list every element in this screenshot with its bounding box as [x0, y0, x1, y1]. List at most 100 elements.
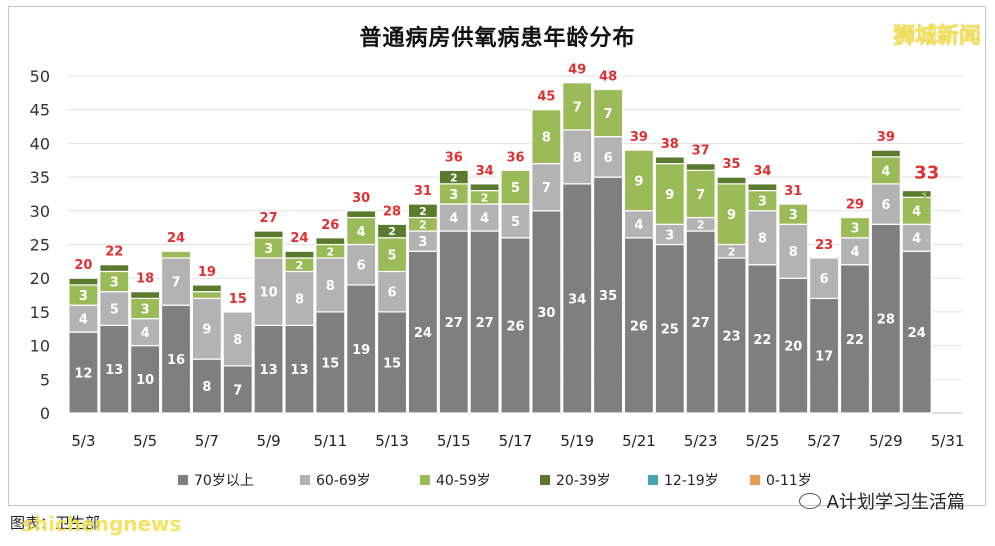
y-tick-label: 30: [30, 202, 50, 221]
data-label: 15: [383, 356, 401, 371]
bar-segment: [407, 250, 439, 414]
data-label: 4: [850, 245, 859, 260]
data-label: 13: [290, 363, 308, 378]
data-label: 6: [388, 286, 397, 301]
data-label: 23: [722, 329, 740, 344]
legend-swatch: [178, 475, 188, 485]
legend-label: 20-39岁: [556, 473, 611, 489]
data-label: 5: [511, 181, 520, 196]
data-label: 10: [260, 286, 278, 301]
data-label: 6: [881, 198, 890, 213]
data-label: 3: [850, 222, 859, 237]
bar-segment: [901, 189, 932, 198]
data-label: 4: [357, 225, 366, 240]
bar-segment: [747, 183, 778, 192]
bar-segment: [315, 237, 346, 246]
legend-swatch: [420, 475, 430, 485]
data-label: 7: [233, 383, 242, 398]
bar-segment: [716, 257, 747, 414]
bar-segment: [870, 156, 901, 185]
bar-segment: [562, 82, 593, 131]
data-label: 2: [326, 245, 334, 258]
legend-item: 20-39岁: [540, 470, 611, 490]
bar-segment: [438, 169, 469, 185]
bar-segment: [438, 230, 469, 414]
data-label: 3: [449, 188, 458, 203]
data-label: 7: [573, 100, 582, 115]
bar-segment: [68, 331, 99, 414]
total-label: 48: [599, 69, 617, 84]
x-tick-label: 5/31: [931, 432, 965, 450]
data-label: 8: [233, 333, 242, 348]
data-label: 7: [542, 181, 551, 196]
total-label: 27: [260, 211, 278, 226]
data-label: 6: [604, 151, 613, 166]
bar-segment: [654, 163, 685, 225]
data-label: 8: [542, 131, 551, 146]
total-label: 49: [568, 63, 586, 78]
bar-segment: [778, 277, 809, 414]
bar-segment: [376, 311, 408, 414]
data-label: 28: [877, 313, 895, 328]
bar-segment: [500, 169, 531, 205]
bar-segment: [870, 183, 901, 225]
data-label: 22: [753, 333, 771, 348]
bar-segment: [130, 318, 161, 347]
legend-item: 70岁以上: [178, 470, 254, 490]
bar-segment: [191, 284, 222, 293]
data-label: 26: [506, 319, 524, 334]
x-tick-label: 5/23: [684, 432, 718, 450]
x-tick-label: 5/19: [560, 432, 594, 450]
x-tick-label: 5/17: [499, 432, 533, 450]
total-label: 37: [692, 144, 710, 159]
chart-title: 普通病房供氧病患年龄分布: [359, 26, 636, 51]
legend-swatch: [750, 475, 760, 485]
total-label: 26: [321, 218, 339, 233]
total-label: 30: [352, 191, 370, 206]
legend-swatch: [300, 475, 310, 485]
data-label: 8: [326, 279, 335, 294]
bar-segment: [469, 203, 500, 232]
bar-segment: [253, 230, 284, 239]
data-label: 5: [110, 302, 119, 317]
wechat-icon: [798, 493, 821, 509]
legend-item: 60-69岁: [300, 470, 371, 490]
bar-segment: [716, 183, 747, 246]
bar-segment: [623, 149, 655, 212]
bar-segment: [531, 210, 562, 414]
data-label: 2: [296, 259, 304, 272]
data-label: 7: [604, 107, 613, 122]
bar-segment: [562, 183, 593, 414]
bar-segment: [901, 250, 932, 414]
bar-segment: [376, 223, 408, 239]
y-tick-label: 10: [30, 337, 50, 356]
data-label: 27: [476, 316, 494, 331]
data-label: 27: [445, 316, 463, 331]
x-tick-label: 5/15: [437, 432, 471, 450]
total-label: 28: [383, 204, 401, 219]
bar-segment: [222, 311, 253, 367]
data-label: 3: [110, 276, 119, 291]
total-label: 45: [537, 90, 555, 105]
data-label: 3: [141, 302, 150, 317]
bar-segment: [407, 203, 439, 219]
bar-segment: [99, 291, 130, 326]
bar-segment: [160, 257, 192, 306]
bar-segment: [592, 88, 624, 138]
bar-segment: [469, 183, 500, 192]
data-label: 8: [573, 151, 582, 166]
data-label: 3: [418, 235, 427, 250]
bar-segment: [839, 264, 871, 414]
legend-item: 40-59岁: [420, 470, 491, 490]
bar-segment: [160, 250, 192, 259]
total-label: 36: [445, 150, 463, 165]
bar-segment: [191, 291, 222, 300]
y-tick-label: 35: [30, 168, 50, 187]
data-label: 20: [784, 340, 802, 355]
legend-label: 12-19岁: [664, 473, 719, 489]
data-label: 12: [74, 367, 92, 382]
bar-segment: [623, 237, 655, 414]
data-label: 4: [912, 232, 921, 247]
watermark-bottom-left: shichengnews: [22, 512, 182, 536]
